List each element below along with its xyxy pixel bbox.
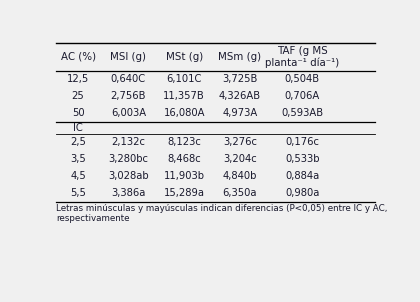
Text: AC (%): AC (%) bbox=[60, 52, 96, 62]
Text: 0,640C: 0,640C bbox=[111, 74, 146, 84]
Text: 2,132c: 2,132c bbox=[111, 137, 145, 147]
Text: 0,593AB: 0,593AB bbox=[281, 108, 323, 118]
Text: 6,350a: 6,350a bbox=[223, 188, 257, 198]
Text: 0,533b: 0,533b bbox=[285, 154, 320, 164]
Text: MSt (g): MSt (g) bbox=[165, 52, 203, 62]
Text: 4,5: 4,5 bbox=[70, 171, 86, 181]
Text: 6,003A: 6,003A bbox=[111, 108, 146, 118]
Text: 3,725B: 3,725B bbox=[222, 74, 257, 84]
Text: 4,973A: 4,973A bbox=[222, 108, 257, 118]
Text: 2,756B: 2,756B bbox=[110, 91, 146, 101]
Text: 12,5: 12,5 bbox=[67, 74, 89, 84]
Text: 6,101C: 6,101C bbox=[166, 74, 202, 84]
Text: 50: 50 bbox=[72, 108, 84, 118]
Text: 16,080A: 16,080A bbox=[163, 108, 205, 118]
Text: 3,5: 3,5 bbox=[70, 154, 86, 164]
Text: 4,326AB: 4,326AB bbox=[219, 91, 261, 101]
Text: 8,468c: 8,468c bbox=[167, 154, 201, 164]
Text: MSm (g): MSm (g) bbox=[218, 52, 262, 62]
Text: 0,504B: 0,504B bbox=[285, 74, 320, 84]
Text: 3,386a: 3,386a bbox=[111, 188, 145, 198]
Text: Letras minúsculas y mayúsculas indican diferencias (P<0,05) entre IC y AC,
respe: Letras minúsculas y mayúsculas indican d… bbox=[56, 204, 387, 223]
Text: 0,176c: 0,176c bbox=[285, 137, 319, 147]
Text: 0,980a: 0,980a bbox=[285, 188, 319, 198]
Text: 5,5: 5,5 bbox=[70, 188, 86, 198]
Text: 8,123c: 8,123c bbox=[167, 137, 201, 147]
Text: 25: 25 bbox=[72, 91, 84, 101]
Text: MSl (g): MSl (g) bbox=[110, 52, 146, 62]
Text: 3,028ab: 3,028ab bbox=[108, 171, 149, 181]
Text: 3,280bc: 3,280bc bbox=[108, 154, 148, 164]
Text: 11,903b: 11,903b bbox=[164, 171, 205, 181]
Text: 11,357B: 11,357B bbox=[163, 91, 205, 101]
Text: 15,289a: 15,289a bbox=[164, 188, 205, 198]
Text: 3,204c: 3,204c bbox=[223, 154, 257, 164]
Text: 0,884a: 0,884a bbox=[285, 171, 319, 181]
Text: 2,5: 2,5 bbox=[70, 137, 86, 147]
Text: 0,706A: 0,706A bbox=[284, 91, 320, 101]
Text: 3,276c: 3,276c bbox=[223, 137, 257, 147]
Text: TAF (g MS
planta⁻¹ día⁻¹): TAF (g MS planta⁻¹ día⁻¹) bbox=[265, 46, 339, 68]
Text: IC: IC bbox=[73, 123, 83, 133]
Text: 4,840b: 4,840b bbox=[223, 171, 257, 181]
